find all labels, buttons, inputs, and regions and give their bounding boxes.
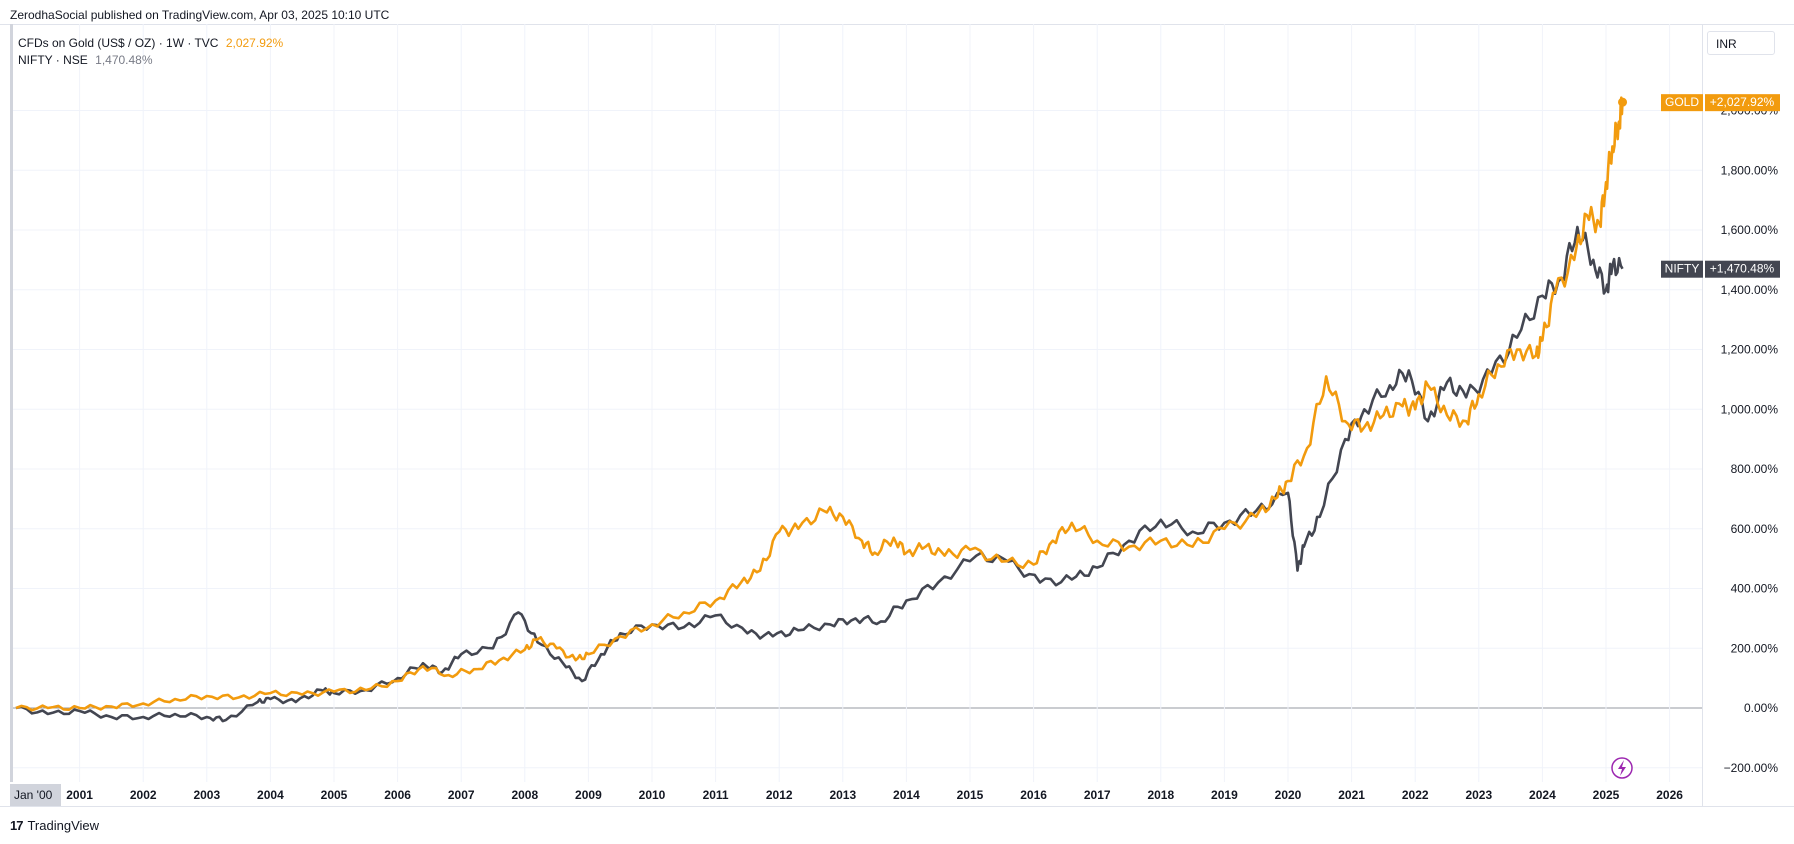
x-tick-label: 2024: [1529, 788, 1556, 802]
series-line-nifty: [15, 225, 1624, 723]
lightning-icon-bolt: [1618, 760, 1626, 776]
series-endpoint-gold: [1618, 97, 1628, 107]
tradingview-mark-icon: 17: [10, 818, 24, 833]
legend: CFDs on Gold (US$ / OZ) · 1W · TVC 2,027…: [18, 35, 283, 69]
x-tick-label: 2005: [321, 788, 348, 802]
y-tick-label: 1,200.00%: [1721, 343, 1779, 357]
y-tick-label: 200.00%: [1731, 641, 1779, 655]
x-tick-label: 2026: [1656, 788, 1683, 802]
lightning-icon[interactable]: [1611, 757, 1633, 779]
legend-nifty-value: 1,470.48%: [95, 53, 153, 67]
x-tick-label: 2008: [511, 788, 538, 802]
x-tick-label: 2016: [1020, 788, 1047, 802]
y-tick-label: 600.00%: [1731, 522, 1779, 536]
x-tick-label: 2023: [1465, 788, 1492, 802]
price-badge-name: NIFTY: [1665, 262, 1700, 276]
legend-gold-label: CFDs on Gold (US$ / OZ) · 1W · TVC: [18, 36, 219, 50]
x-tick-label: 2020: [1275, 788, 1302, 802]
x-tick-label: 2014: [893, 788, 920, 802]
legend-gold-value: 2,027.92%: [225, 36, 284, 50]
x-tick-label: 2025: [1593, 788, 1620, 802]
currency-button[interactable]: INR: [1707, 31, 1775, 55]
price-badge-value: +2,027.92%: [1710, 95, 1775, 109]
x-tick-label: Jan '00: [14, 788, 53, 802]
legend-nifty-label: NIFTY · NSE: [18, 53, 88, 67]
y-tick-label: 1,400.00%: [1721, 283, 1779, 297]
x-tick-label: 2021: [1338, 788, 1365, 802]
legend-nifty[interactable]: NIFTY · NSE 1,470.48%: [18, 52, 283, 69]
tradingview-logo-text: TradingView: [27, 818, 100, 833]
tradingview-logo[interactable]: 17 TradingView: [10, 818, 99, 833]
y-tick-label: 1,000.00%: [1721, 402, 1779, 416]
price-badge-nifty: NIFTY +1,470.48%: [1661, 260, 1780, 278]
x-tick-label: 2012: [766, 788, 793, 802]
x-tick-label: 2002: [130, 788, 157, 802]
series-line-gold: [15, 96, 1624, 712]
x-tick-label: 2004: [257, 788, 284, 802]
y-tick-label: 400.00%: [1731, 582, 1779, 596]
x-start-badge: [10, 784, 61, 806]
legend-gold[interactable]: CFDs on Gold (US$ / OZ) · 1W · TVC 2,027…: [18, 35, 283, 52]
x-tick-label: 2009: [575, 788, 602, 802]
x-tick-label: 2013: [829, 788, 856, 802]
x-tick-label: 2001: [66, 788, 93, 802]
x-tick-label: 2022: [1402, 788, 1429, 802]
price-badge-name-bg: [1661, 260, 1703, 278]
y-tick-label: 800.00%: [1731, 462, 1779, 476]
price-badge-value-bg: [1705, 94, 1780, 112]
x-tick-label: 2017: [1084, 788, 1111, 802]
price-badge-name: GOLD: [1665, 95, 1699, 109]
x-tick-label: 2019: [1211, 788, 1238, 802]
y-tick-label: −200.00%: [1724, 761, 1779, 775]
x-tick-label: 2010: [639, 788, 666, 802]
price-badge-name-bg: [1661, 94, 1703, 112]
x-tick-label: 2011: [703, 788, 729, 802]
y-tick-label: 1,600.00%: [1721, 223, 1779, 237]
x-tick-label: 2015: [957, 788, 984, 802]
published-caption: ZerodhaSocial published on TradingView.c…: [10, 8, 390, 22]
price-badge-value-bg: [1705, 260, 1780, 278]
price-badge-gold: GOLD +2,027.92%: [1661, 94, 1780, 112]
price-badge-value: +1,470.48%: [1710, 262, 1775, 276]
x-tick-label: 2006: [384, 788, 411, 802]
x-tick-label: 2003: [193, 788, 220, 802]
left-edge-bar: [10, 24, 13, 782]
y-tick-label: 0.00%: [1744, 701, 1778, 715]
y-tick-label: 1,800.00%: [1721, 163, 1779, 177]
x-tick-label: 2007: [448, 788, 475, 802]
x-tick-label: 2018: [1147, 788, 1174, 802]
